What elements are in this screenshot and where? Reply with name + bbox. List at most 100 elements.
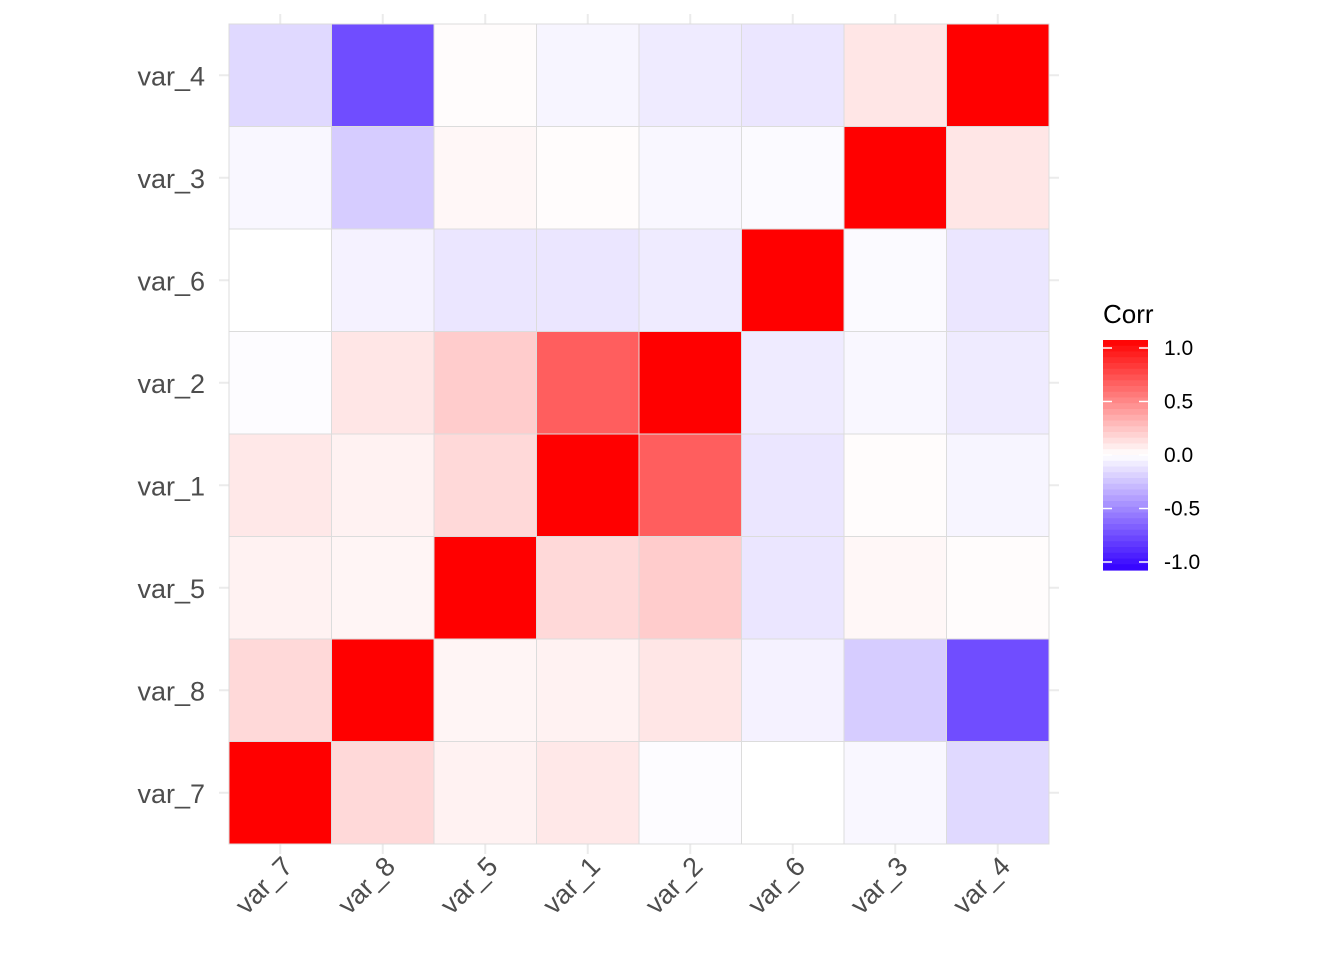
legend-color-step [1103,455,1148,462]
heatmap-cell [536,536,640,640]
heatmap-cell [536,741,640,845]
heatmap-cell [638,228,742,332]
heatmap-cell [638,536,742,640]
heatmap-cell [638,741,742,845]
legend-color-step [1103,340,1148,347]
y-tick-label: var_6 [137,266,205,296]
y-tick-label: var_8 [137,676,205,706]
y-tick-label: var_2 [137,369,205,399]
heatmap-cell [433,433,537,537]
heatmap-cell [433,741,537,845]
legend-color-step [1103,472,1148,479]
legend-color-step [1103,443,1148,450]
heatmap-cell [433,228,537,332]
heatmap-cell [536,23,640,127]
legend-tick-label: 0.5 [1164,391,1193,414]
y-tick-label: var_5 [137,574,205,604]
heatmap-cell [638,638,742,742]
heatmap-cell [331,536,435,640]
heatmap-cell [331,126,435,230]
y-tick-label: var_1 [137,471,205,501]
heatmap-cell [946,741,1050,845]
x-tick-label: var_1 [537,851,606,920]
heatmap-cell [741,741,845,845]
heatmap-cell [228,741,332,845]
heatmap-cell [843,23,947,127]
heatmap-cell [638,23,742,127]
legend-color-step [1103,489,1148,496]
heatmap-cell [331,433,435,537]
heatmap-cell [638,126,742,230]
legend-color-step [1103,506,1148,514]
heatmap-cell [741,536,845,640]
legend-color-step [1103,380,1148,387]
heatmap-cell [843,741,947,845]
heatmap-cell [946,23,1050,127]
legend-tick-label: -0.5 [1164,498,1200,521]
heatmap-cell [741,228,845,332]
legend-color-step [1103,558,1148,565]
legend-color-step [1103,518,1148,525]
x-tick-label: var_3 [845,851,914,920]
legend-color-step [1103,466,1148,473]
legend-color-step [1103,351,1148,358]
legend-color-step [1103,541,1148,548]
legend-color-step [1103,535,1148,542]
legend-color-step [1103,357,1148,364]
x-axis-tick-labels: var_7 var_8 var_5 var_1 var_2 var_6 var_3 var_4 [230,851,1016,920]
heatmap-cell [331,741,435,845]
legend-color-step [1103,460,1148,468]
heatmap-cell [433,536,537,640]
heatmap-cells [228,23,1050,845]
x-tick-label: var_8 [332,851,401,920]
legend-color-step [1103,414,1148,422]
legend-ticks: 1.0 0.5 0.0 -0.5 -1.0 [1103,337,1200,574]
heatmap-cell [843,433,947,537]
x-tick-label: var_6 [742,851,811,920]
x-tick-label: var_5 [435,851,504,920]
heatmap-cell [536,126,640,230]
legend-tick-label: -1.0 [1164,551,1200,574]
legend-color-step [1103,397,1148,404]
legend-color-step [1103,426,1148,433]
legend-colorbar [1103,340,1148,571]
legend-color-step [1103,368,1148,376]
heatmap-cell [536,331,640,435]
heatmap-cell [946,228,1050,332]
legend-color-step [1103,409,1148,416]
y-tick-label: var_7 [137,779,205,809]
legend-tick-label: 0.0 [1164,444,1193,467]
heatmap-cell [741,23,845,127]
legend-color-step [1103,403,1148,410]
heatmap-cell [433,638,537,742]
heatmap-cell [741,126,845,230]
heatmap-cell [433,23,537,127]
heatmap-cell [331,331,435,435]
heatmap-cell [536,228,640,332]
heatmap-cell [946,638,1050,742]
x-tick-label: var_4 [947,851,1016,920]
heatmap-cell [843,228,947,332]
heatmap-cell [843,638,947,742]
legend-color-step [1103,478,1148,485]
y-axis-tick-labels: var_7 var_8 var_5 var_1 var_2 var_6 var_3 var_4 [137,61,205,809]
heatmap-cell [536,433,640,537]
legend-color-step [1103,552,1148,560]
heatmap-cell [228,331,332,435]
legend-color-step [1103,501,1148,508]
legend-color-step [1103,564,1148,571]
legend: Corr 1.0 0.5 0.0 -0.5 -1.0 [1103,299,1200,574]
legend-color-step [1103,512,1148,519]
legend-color-step [1103,529,1148,537]
x-tick-label: var_7 [230,851,299,920]
legend-color-step [1103,345,1148,353]
heatmap-cell [228,126,332,230]
legend-color-step [1103,374,1148,381]
heatmap-cell [331,228,435,332]
heatmap-cell [536,638,640,742]
heatmap-cell [843,536,947,640]
legend-color-step [1103,420,1148,427]
heatmap-cell [843,331,947,435]
legend-color-step [1103,495,1148,502]
